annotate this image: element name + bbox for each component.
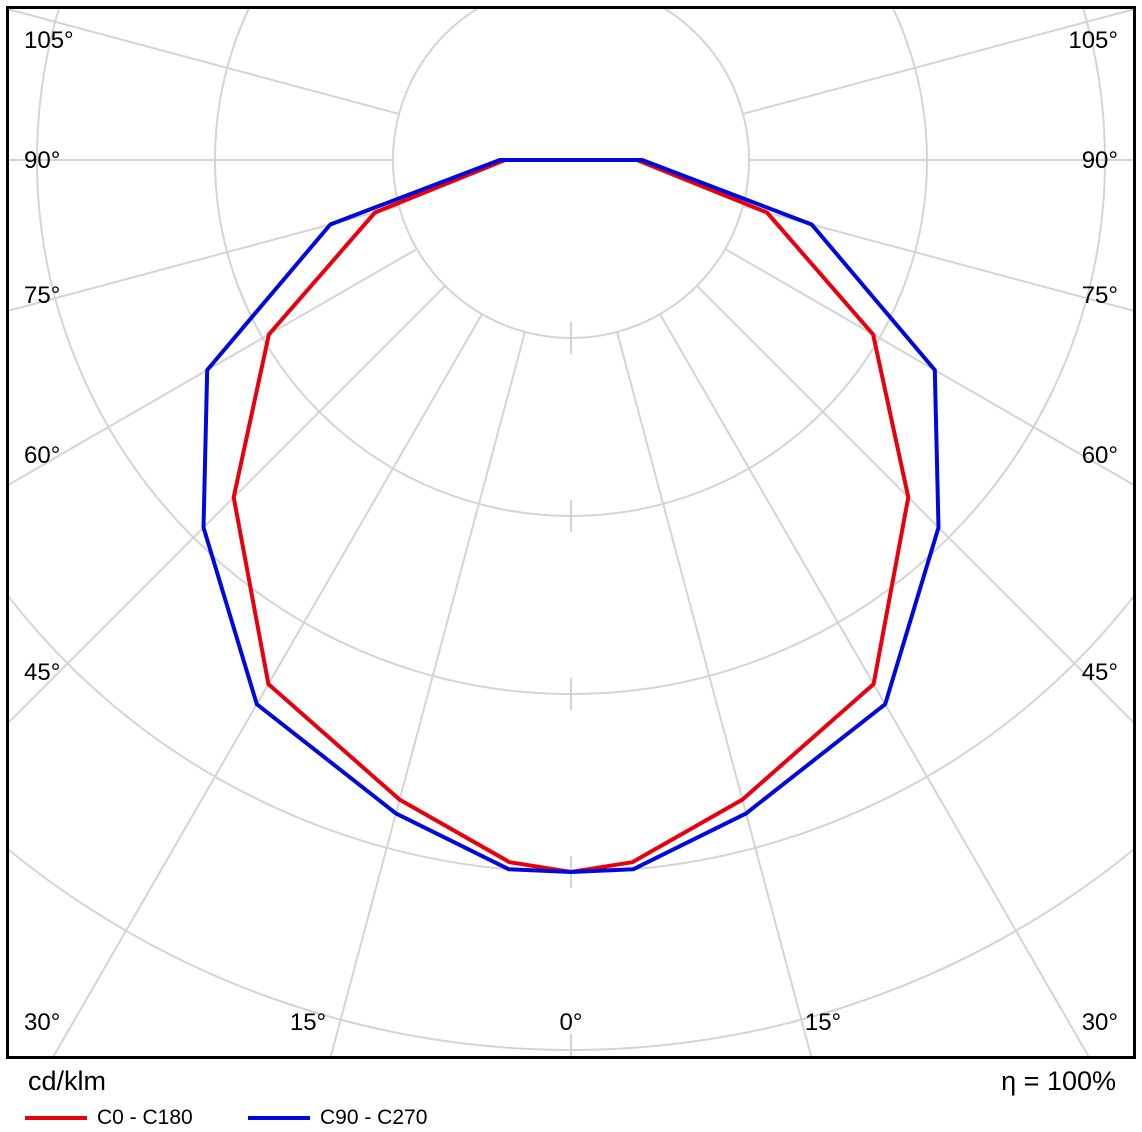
grid-radial-line-15 — [329, 331, 526, 1056]
angle-label: 15° — [290, 1009, 326, 1036]
efficiency-label: η = 100% — [1001, 1066, 1116, 1096]
legend-label-c0-c180: C0 - C180 — [97, 1106, 193, 1129]
grid-radial-line-15 — [616, 331, 813, 1056]
angle-label: 90° — [1082, 147, 1118, 174]
grid-radial-line-75 — [9, 205, 400, 312]
grid-radial-line-30 — [52, 313, 483, 1056]
angle-label: 45° — [1082, 659, 1118, 686]
legend-label-c90-c270: C90 - C270 — [320, 1106, 428, 1129]
grid-radial-line-60 — [724, 248, 1133, 486]
grid-radial-line-75 — [742, 205, 1133, 312]
angle-label: 60° — [1082, 442, 1118, 469]
curve-c90-c270 — [201, 158, 941, 874]
grid-radial-line-30 — [659, 313, 1090, 1056]
angle-label: 45° — [24, 659, 60, 686]
grid-radial-line-45 — [9, 285, 446, 724]
polar-diagram-frame: 105° 90° 75° 60° 45° 30° 105° 90° 75° 60° 45° 30° 15… — [6, 6, 1136, 1059]
legend-swatch-red-line — [25, 1116, 87, 1120]
grid-radial-line-60 — [9, 248, 418, 486]
polar-grid — [9, 9, 1133, 1056]
grid-radial-line-45 — [696, 285, 1133, 724]
angle-label: 75° — [24, 282, 60, 309]
angle-label: 0° — [560, 1009, 583, 1036]
units-label: cd/klm — [28, 1066, 107, 1096]
angle-label: 60° — [24, 442, 60, 469]
legend-swatch-blue-line — [248, 1116, 310, 1120]
angle-label: 30° — [1082, 1009, 1118, 1036]
angle-label: 15° — [805, 1009, 841, 1036]
grid-radial-line-105 — [742, 9, 1133, 115]
grid-circle-200 — [214, 9, 928, 517]
curve-c0-c180 — [231, 158, 911, 874]
angle-label: 75° — [1082, 282, 1118, 309]
legend-item-c90-c270: C90 - C270 — [248, 1105, 427, 1131]
angle-label: 105° — [1068, 27, 1118, 54]
legend-item-c0-c180: C0 - C180 — [25, 1105, 193, 1131]
grid-circle-400 — [9, 595, 1133, 873]
grid-radial-line-105 — [9, 9, 400, 115]
angle-label: 90° — [24, 147, 60, 174]
grid-circle-100 — [392, 9, 750, 339]
polar-chart-svg: 105° 90° 75° 60° 45° 30° 105° 90° 75° 60° 45° 30° 15… — [9, 9, 1133, 1056]
angle-label: 30° — [24, 1009, 60, 1036]
angle-label: 105° — [24, 27, 74, 54]
